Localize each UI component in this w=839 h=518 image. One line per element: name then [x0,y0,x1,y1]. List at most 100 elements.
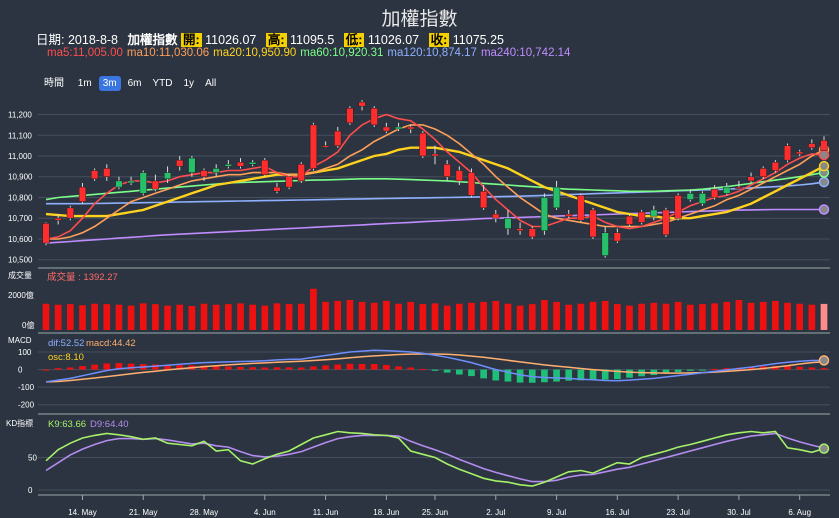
volume-bar [747,302,755,330]
candle-up [443,164,451,177]
macd-osc-bar [225,366,232,370]
candle-down [224,164,232,167]
macd-osc-bar [553,369,560,382]
volume-bar [237,303,244,330]
volume-bar [589,301,597,330]
range-button-all[interactable]: All [205,78,217,89]
ohlc-info-line: 日期: 2018-8-8 加權指數 開: 11026.07 高: 11095.5… [36,29,510,48]
macd-osc-bar [79,366,86,370]
macd-osc-bar [699,369,706,371]
volume-bar [285,304,293,330]
ma240-end-marker [818,204,830,215]
candle-up [735,186,743,189]
volume-ytick-label: 0億 [22,320,34,330]
volume-bar [164,305,171,330]
macd-osc-bar [164,364,171,370]
close-value: 11075.25 [452,33,504,47]
x-tick-label: 4. Jun [254,508,276,517]
candle-up [176,159,184,167]
volume-bar [443,305,451,330]
volume-bar [395,303,402,330]
price-ytick-label: 11,200 [8,111,32,120]
macd-osc-bar [103,363,111,370]
macd-osc-bar [54,368,62,370]
volume-bar [699,304,706,330]
macd-osc-bar [322,365,329,370]
candle-up [151,180,159,190]
candle-up [382,126,390,132]
range-button-1y[interactable]: 1y [183,78,195,89]
candle-up [516,228,524,231]
x-tick-label: 14. May [68,508,96,517]
candle-down [552,186,561,209]
macd-osc-bar [711,368,718,370]
macd-osc-bar [297,367,305,370]
macd-osc-bar [577,369,585,381]
ma-legend-item: ma5:11,005.00 [47,47,123,59]
candle-up [613,232,621,242]
volume-bar [577,303,585,330]
volume-bar [468,302,475,330]
candle-up [771,161,779,171]
range-button-3m[interactable]: 3m [98,76,121,91]
kd-d-line [45,432,825,483]
volume-bar [784,302,791,330]
volume-bar [516,305,524,330]
volume-panel-label: 成交量 [8,270,32,280]
candle-down [127,180,135,184]
volume-bar [273,303,281,330]
candle-down [212,168,220,173]
candle-up [334,130,342,146]
x-tick-label: 2. Jul [486,508,505,517]
high-label: 高: [265,33,287,47]
volume-bar [565,304,573,330]
macd-osc-bar [66,367,74,370]
ma-legend-item: ma10:11,030.06 [126,47,210,59]
macd-osc-bar [212,366,220,370]
volume-bar [297,303,305,330]
volume-bar [431,303,439,330]
x-tick-label: 11. Jun [313,508,339,517]
candle-down [686,193,694,200]
volume-bar [79,305,86,330]
candle-up [297,164,305,182]
candle-up [273,186,281,192]
candle-up [78,186,87,202]
macd-osc-bar [127,363,135,370]
macd-osc-bar [249,367,256,370]
macd-osc-bar [431,369,439,371]
macd-osc-bar [686,369,694,371]
macd-osc-bar [152,364,159,370]
range-selector: 時間 1m 3m 6m YTD 1y All [44,72,223,91]
volume-bar [322,301,329,330]
volume-bar [808,304,816,330]
volume-bar [407,301,415,330]
volume-bar [310,288,317,330]
volume-bar [686,304,694,330]
candle-up [747,176,755,182]
ma-legend-item: ma60:10,920.31 [300,47,384,59]
range-button-1m[interactable]: 1m [77,78,92,89]
volume-bar [650,302,658,330]
volume-bar [528,304,536,330]
kd-ytick-label: 50 [28,454,37,463]
volume-bar [759,301,767,330]
volume-bar [200,303,208,330]
candle-up [783,145,792,161]
macd-osc-bar [626,369,633,378]
volume-bar [601,300,609,330]
candle-up [577,195,585,221]
candle-down [188,157,196,173]
ma-legend-item: ma20:10,950.90 [213,47,297,59]
macd-osc-bar [395,366,402,370]
range-button-6m[interactable]: 6m [127,78,142,89]
ma-legend-item: ma120:10,874.17 [387,47,477,59]
candle-down [698,193,707,204]
macd-osc-bar [796,366,804,370]
ma20-end-marker [818,160,830,172]
macd-osc-bar [614,369,621,380]
macd-ytick-label: 100 [18,348,32,357]
range-button-ytd[interactable]: YTD [152,78,173,89]
x-tick-label: 18. Jun [373,508,399,517]
